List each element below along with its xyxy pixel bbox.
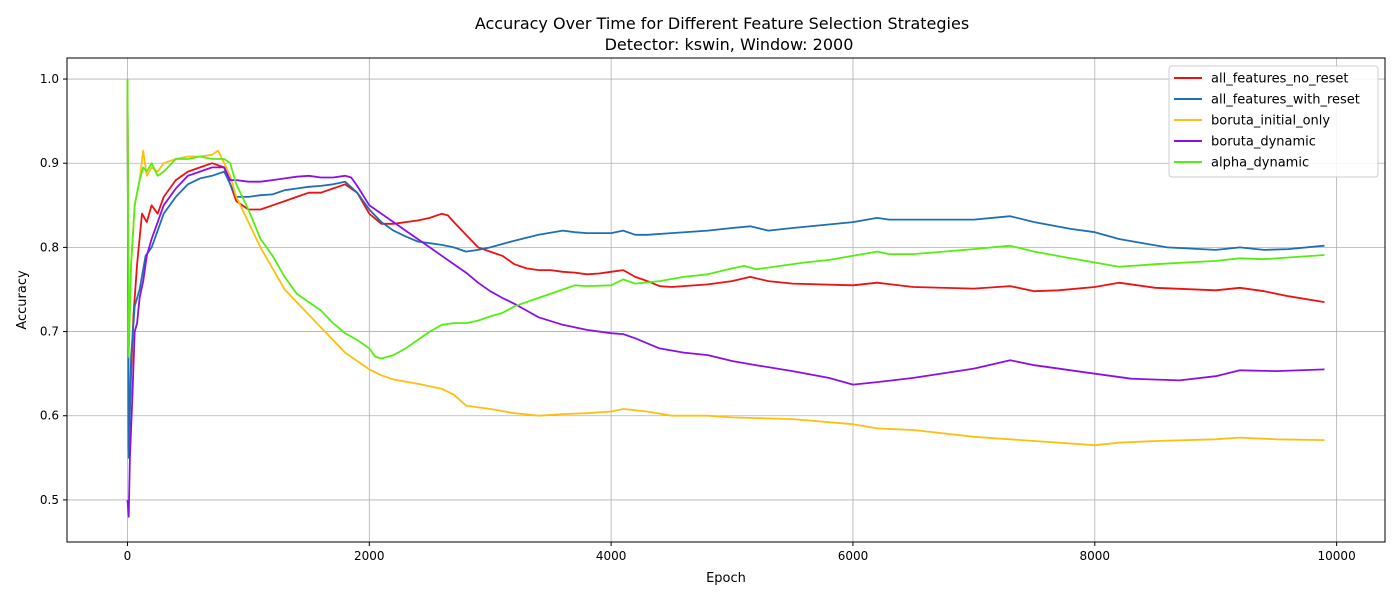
series-line-boruta-dynamic <box>126 166 1325 518</box>
x-tick-label: 0 <box>124 549 132 563</box>
legend-label: boruta_initial_only <box>1211 114 1330 129</box>
legend-label: boruta_dynamic <box>1211 135 1316 150</box>
y-tick-label: 0.5 <box>40 493 59 507</box>
x-tick-label: 8000 <box>1080 549 1111 563</box>
x-tick-label: 2000 <box>354 549 385 563</box>
series-line-alpha-dynamic <box>126 78 1325 360</box>
axis-ticks: 0 2000 4000 6000 8000 10000 0.5 0.6 0.7 0.8 0.9 1.0 <box>40 72 1356 563</box>
y-tick-label: 0.7 <box>40 325 59 339</box>
y-axis-label: Accuracy <box>15 270 30 330</box>
legend: all_features_no_reset all_features_with_r… <box>1168 65 1379 178</box>
y-tick-label: 1.0 <box>40 72 59 86</box>
y-tick-label: 0.8 <box>40 240 59 254</box>
legend-label: all_features_with_reset <box>1211 93 1360 108</box>
x-tick-label: 10000 <box>1318 549 1356 563</box>
legend-label: alpha_dynamic <box>1211 156 1309 171</box>
series-layer <box>126 78 1325 518</box>
x-axis-label: Epoch <box>706 571 746 586</box>
x-tick-label: 6000 <box>838 549 869 563</box>
series-line-boruta-initial-only <box>126 78 1325 447</box>
chart-subtitle: Detector: kswin, Window: 2000 <box>605 35 854 54</box>
y-tick-label: 0.6 <box>40 409 59 423</box>
x-tick-label: 4000 <box>596 549 627 563</box>
legend-label: all_features_no_reset <box>1211 72 1349 87</box>
y-tick-label: 0.9 <box>40 156 59 170</box>
chart-title: Accuracy Over Time for Different Feature… <box>475 14 969 33</box>
series-line-all-features-with-reset <box>126 78 1325 459</box>
legend-box <box>1168 65 1379 178</box>
plot-frame <box>66 57 1386 543</box>
